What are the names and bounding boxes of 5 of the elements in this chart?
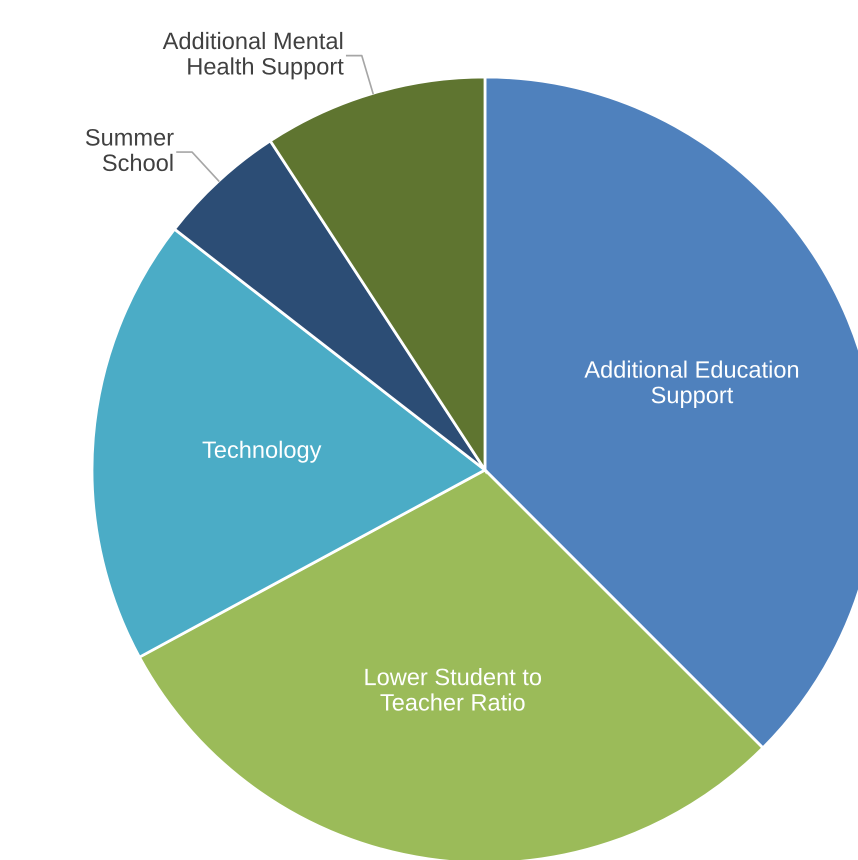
slice-label: Summer School — [86, 128, 174, 172]
slice-label: Additional Education Support — [584, 360, 798, 408]
slice-label: Technology — [202, 440, 322, 463]
slice-label: Additional Mental Health Support — [162, 32, 344, 80]
slice-label: Lower Student to Teacher Ratio — [365, 668, 542, 711]
